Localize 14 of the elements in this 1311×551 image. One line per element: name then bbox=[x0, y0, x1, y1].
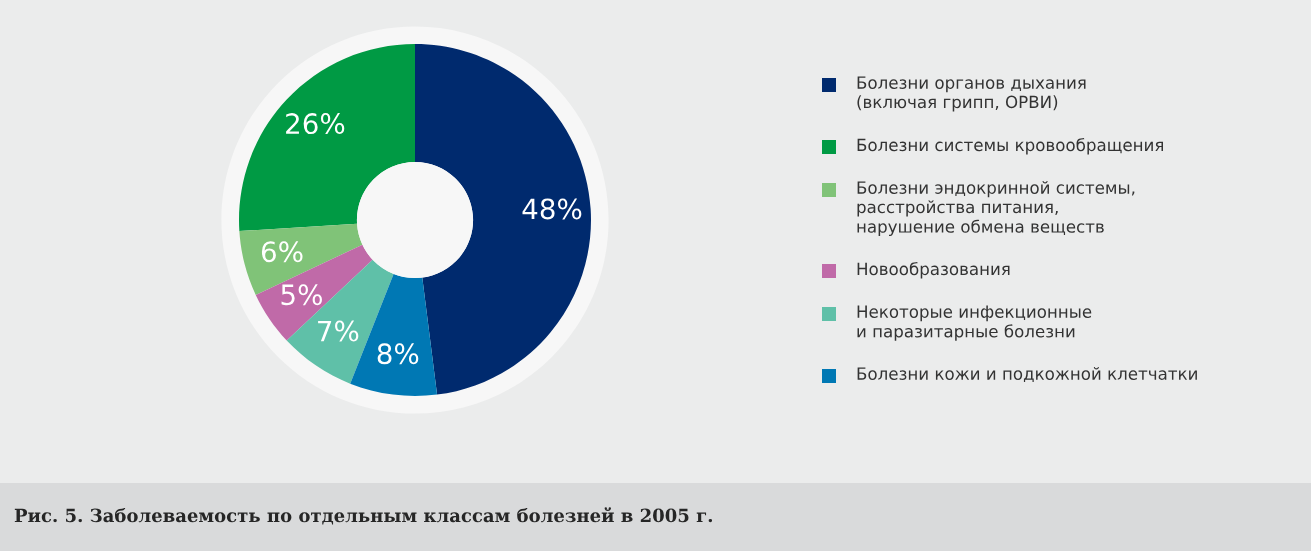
legend-label: Болезни системы кровообращения bbox=[857, 138, 1163, 155]
data-label: 7% bbox=[318, 320, 359, 342]
legend-label: Болезни эндокринной системы, расстройства питания, нарушение обмена веществ bbox=[857, 181, 1135, 237]
data-label: 26% bbox=[286, 113, 345, 135]
legend-label: Некоторые инфекционные и паразитарные болезни bbox=[857, 305, 1092, 341]
legend-label: Новообразования bbox=[857, 262, 1010, 279]
legend-label: Болезни кожи и подкожной клетчатки bbox=[857, 367, 1197, 382]
data-label: 6% bbox=[261, 241, 303, 263]
legend-label: Болезни органов дыхания (включая грипп, ОРВИ) bbox=[857, 76, 1086, 112]
data-label: 48% bbox=[522, 198, 582, 220]
donut-slice bbox=[239, 44, 415, 232]
data-label: 8% bbox=[377, 343, 419, 365]
text: Рис. 5. Заболеваемость по отдельным классам болезней в 2005 г. bbox=[14, 507, 713, 525]
data-label: 5% bbox=[281, 284, 322, 306]
